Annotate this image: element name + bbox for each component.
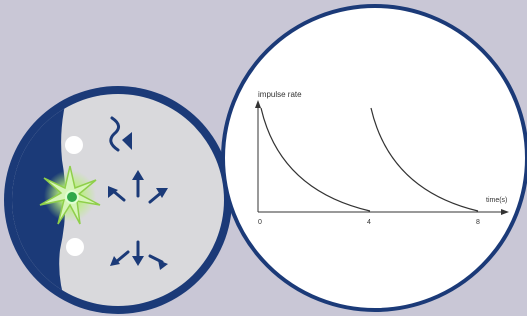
diagram: impulse rate time(s) 0 4 8 [0,0,527,316]
x-axis-label: time(s) [486,197,507,204]
x-tick-label: 4 [367,219,371,226]
y-axis-label: impulse rate [258,90,302,99]
graph-view: impulse rate time(s) 0 4 8 [223,6,527,310]
x-tick-label: 0 [258,219,262,226]
x-tick-label: 8 [476,219,480,226]
